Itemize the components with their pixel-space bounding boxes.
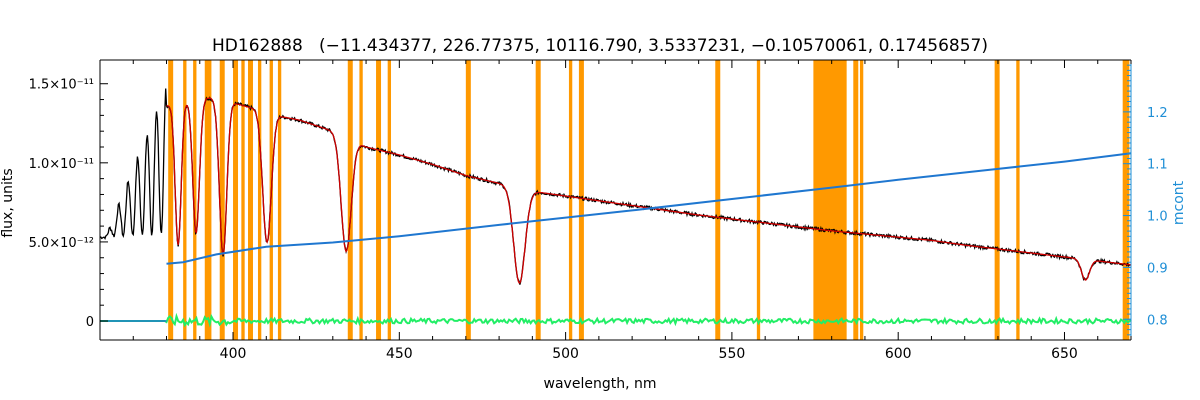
mask-band-1	[183, 60, 187, 340]
observed-spectrum-line	[99, 88, 1131, 285]
mask-band-14	[387, 60, 392, 340]
y-tick-label: 1.5×10⁻¹¹	[29, 78, 94, 93]
y2-tick-label: 1.0	[1147, 210, 1168, 225]
mask-band-18	[578, 60, 584, 340]
y2-axis-label: mcont	[1171, 180, 1187, 225]
mask-band-4	[219, 60, 225, 340]
mask-band-6	[241, 60, 245, 340]
mask-band-7	[247, 60, 253, 340]
mask-band-20	[756, 60, 761, 340]
mask-band-23	[859, 60, 864, 340]
mask-band-2	[193, 60, 197, 340]
mask-band-11	[347, 60, 353, 340]
mask-band-3	[204, 60, 212, 340]
x-tick-label-450: 450	[386, 346, 413, 362]
tick-layer: 400 450 500 550 600 650 0 5.0×10⁻¹² 1.0×10⁻¹¹ 1.5…	[29, 60, 1168, 362]
y-tick-label: 0	[86, 315, 94, 330]
y2-tick-label: 1.1	[1147, 158, 1168, 173]
x-tick-label-500: 500	[552, 346, 579, 362]
y-axis-label: flux, units	[0, 168, 16, 237]
mask-band-10	[277, 60, 282, 340]
mask-band-17	[568, 60, 573, 340]
residual-line	[100, 312, 1132, 328]
mask-band-12	[359, 60, 363, 340]
frame-layer	[99, 59, 1132, 341]
mask-band-15	[465, 60, 471, 340]
mask-band-0	[168, 60, 174, 340]
y2-tick-label: 1.2	[1147, 106, 1168, 121]
mask-band-24	[994, 60, 1000, 340]
x-tick-label-400: 400	[220, 346, 247, 362]
x-tick-label-550: 550	[719, 346, 746, 362]
chart-title: HD162888 (−11.434377, 226.77375, 10116.7…	[212, 36, 988, 56]
mask-band-25	[1016, 60, 1020, 340]
continuum-line	[166, 152, 1132, 265]
y-tick-label: 1.0×10⁻¹¹	[29, 157, 94, 172]
mask-band-8	[257, 60, 262, 340]
mask-layer	[168, 60, 1130, 340]
mask-band-22	[853, 60, 859, 340]
mask-band-26	[1122, 60, 1130, 340]
mask-band-21	[813, 60, 847, 340]
y2-tick-label: 0.8	[1147, 313, 1168, 328]
mask-band-5	[233, 60, 239, 340]
x-tick-label-600: 600	[885, 346, 912, 362]
x-axis-label: wavelength, nm	[544, 376, 657, 392]
x-tick-label-650: 650	[1051, 346, 1078, 362]
y2-tick-label: 0.9	[1147, 261, 1168, 276]
mask-band-13	[376, 60, 382, 340]
mask-band-16	[535, 60, 541, 340]
y-tick-label: 5.0×10⁻¹²	[29, 236, 94, 251]
line-layer	[99, 88, 1132, 328]
